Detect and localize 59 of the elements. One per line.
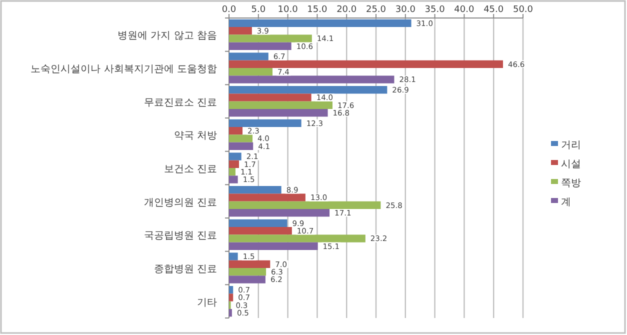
bar [229,260,270,268]
legend-label: 쪽방 [561,178,581,189]
bar [229,52,268,60]
bar [229,176,238,184]
y-tick-label: 약국 처방 [174,130,217,142]
bar [229,86,388,94]
bar [229,101,332,109]
y-tick-label: 개인병의원 진료 [144,197,217,208]
x-tick-label: 25.0 [366,5,386,15]
bar [229,227,292,235]
x-tick-label: 40.0 [454,5,474,15]
bar [229,209,330,217]
bar [229,134,253,142]
bar [229,60,504,68]
bar [229,242,318,250]
bar [229,142,254,150]
bar [229,42,292,50]
x-tick-label: 5.0 [251,5,266,15]
bar [229,34,312,42]
bar [229,68,273,76]
x-tick-label: 45.0 [484,5,504,15]
x-tick-label: 50.0 [512,5,534,15]
y-tick-label: 기타 [197,297,217,308]
legend-label: 거리 [561,140,581,151]
bar [229,119,302,127]
y-tick-label: 국공립병원 진료 [144,230,217,242]
y-tick-label: 병원에 가지 않고 참음 [117,30,217,42]
legend-label: 계 [561,197,571,208]
y-tick-label: 무료진료소 진료 [144,97,217,108]
bar [229,286,234,294]
bar [229,276,266,284]
bar [229,268,266,276]
bar [229,27,252,35]
bar [229,252,238,260]
y-tick-label: 노숙인시설이나 사회복지기관에 도움청함 [30,64,217,75]
x-tick-label: 30.0 [395,5,416,15]
x-tick-label: 10.0 [278,5,298,15]
bar [229,152,242,160]
bar [229,294,234,302]
x-tick-label: 0.0 [222,5,236,15]
bar [229,76,394,84]
y-tick-label: 보건소 진료 [164,164,217,175]
bar [229,160,239,168]
bar [229,309,232,317]
bar [229,109,328,117]
bar [229,168,236,176]
bar [229,186,282,194]
bar [229,219,288,227]
bar [229,194,306,202]
bar [229,94,312,102]
x-tick-label: 35.0 [424,5,446,15]
bar [229,19,412,27]
y-tick-label: 종합병원 진료 [154,264,217,275]
bar [229,201,381,209]
bar [229,234,366,242]
legend-label: 시설 [561,159,581,170]
x-tick-label: 15.0 [307,5,328,15]
x-tick-label: 20.0 [336,5,357,15]
bar [229,127,243,135]
